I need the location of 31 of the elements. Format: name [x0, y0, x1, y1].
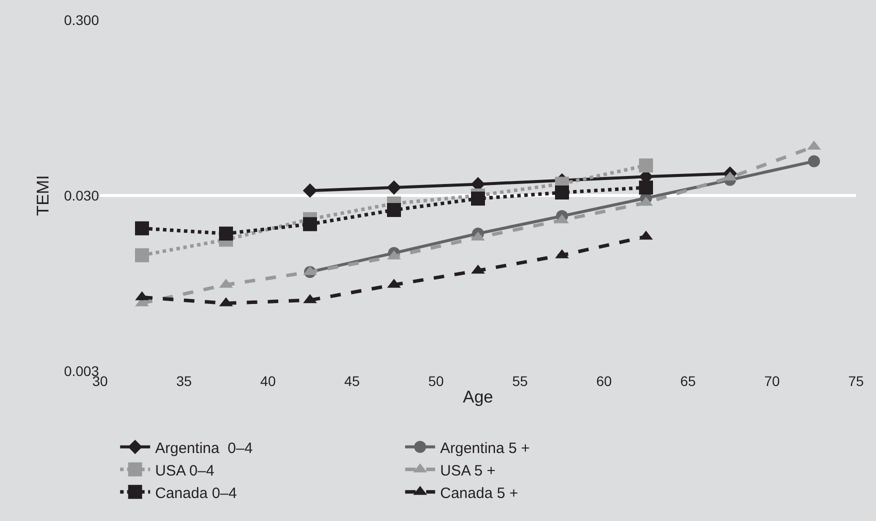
point: [386, 180, 402, 195]
x-tick-label: 40: [260, 373, 276, 389]
point: [639, 180, 653, 195]
point: [471, 192, 485, 206]
x-tick-label: 60: [596, 373, 612, 389]
legend-label: USA 0–4: [155, 462, 214, 480]
x-tick-label: 50: [428, 373, 444, 389]
x-axis-title: Age: [462, 387, 494, 406]
point: [302, 183, 318, 198]
point: [387, 203, 401, 218]
y-tick-label: 0.300: [64, 12, 100, 28]
x-tick-label: 65: [680, 373, 696, 389]
x-tick-label: 35: [176, 373, 192, 389]
x-tick-label: 45: [344, 373, 360, 389]
legend-label: Argentina 0–4: [155, 440, 253, 457]
legend-label: Canada 0–4: [155, 484, 237, 502]
y-tick-label: 0.030: [64, 187, 100, 204]
point: [303, 217, 317, 232]
x-tick-label: 70: [764, 373, 780, 389]
point: [639, 158, 653, 172]
y-axis-title: TEMI: [34, 175, 53, 216]
point: [135, 248, 149, 262]
x-tick-label: 55: [512, 373, 528, 389]
x-tick-label: 75: [848, 373, 864, 389]
legend-label: Canada 5 +: [440, 484, 518, 502]
point: [808, 155, 820, 168]
legend-label: Argentina 5 +: [440, 440, 530, 457]
point: [219, 226, 233, 241]
legend-label: USA 5 +: [440, 462, 496, 480]
point: [135, 221, 149, 236]
point: [555, 186, 569, 200]
